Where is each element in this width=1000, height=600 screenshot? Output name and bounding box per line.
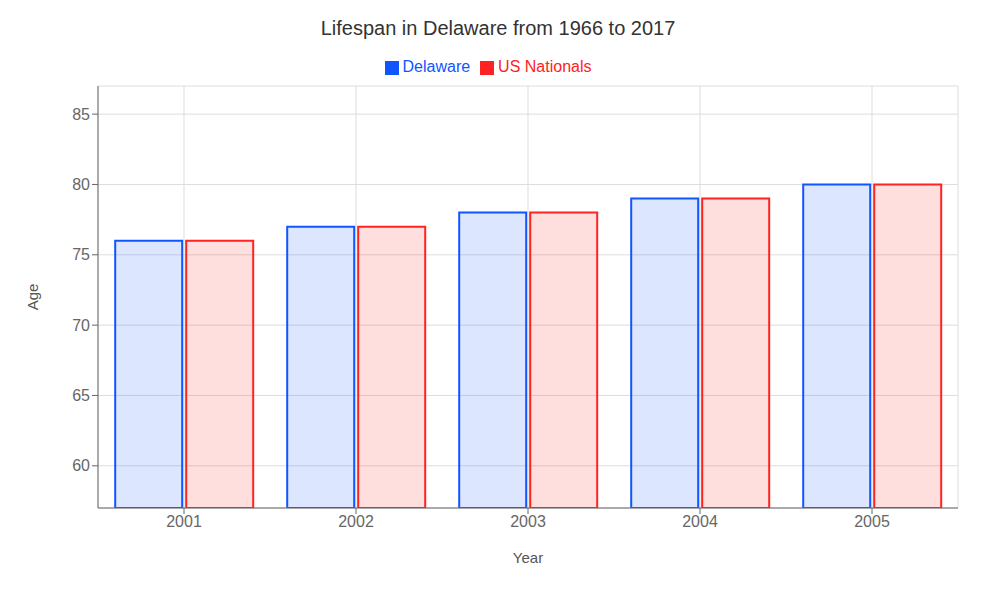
svg-text:2005: 2005 <box>854 513 890 530</box>
svg-text:80: 80 <box>72 176 90 193</box>
html-text:Lifespan in Delaware from 1966: Lifespan in Delaware from 1966 to 2017 <box>320 17 676 39</box>
svg-text:85: 85 <box>72 106 90 123</box>
svg-text:60: 60 <box>72 457 90 474</box>
svg-text:2001: 2001 <box>166 513 202 530</box>
svg-text:2003: 2003 <box>510 513 546 530</box>
html-text:Delaware: Delaware <box>402 58 471 75</box>
svg-text:2004: 2004 <box>682 513 718 530</box>
html-text:US Nationals: US Nationals <box>498 58 592 75</box>
svg-text:Age: Age <box>24 284 41 311</box>
svg-text:75: 75 <box>72 246 90 263</box>
svg-text:Year: Year <box>513 549 543 566</box>
svg-text:2002: 2002 <box>338 513 374 530</box>
svg-text:65: 65 <box>72 387 90 404</box>
svg-text:70: 70 <box>72 317 90 334</box>
